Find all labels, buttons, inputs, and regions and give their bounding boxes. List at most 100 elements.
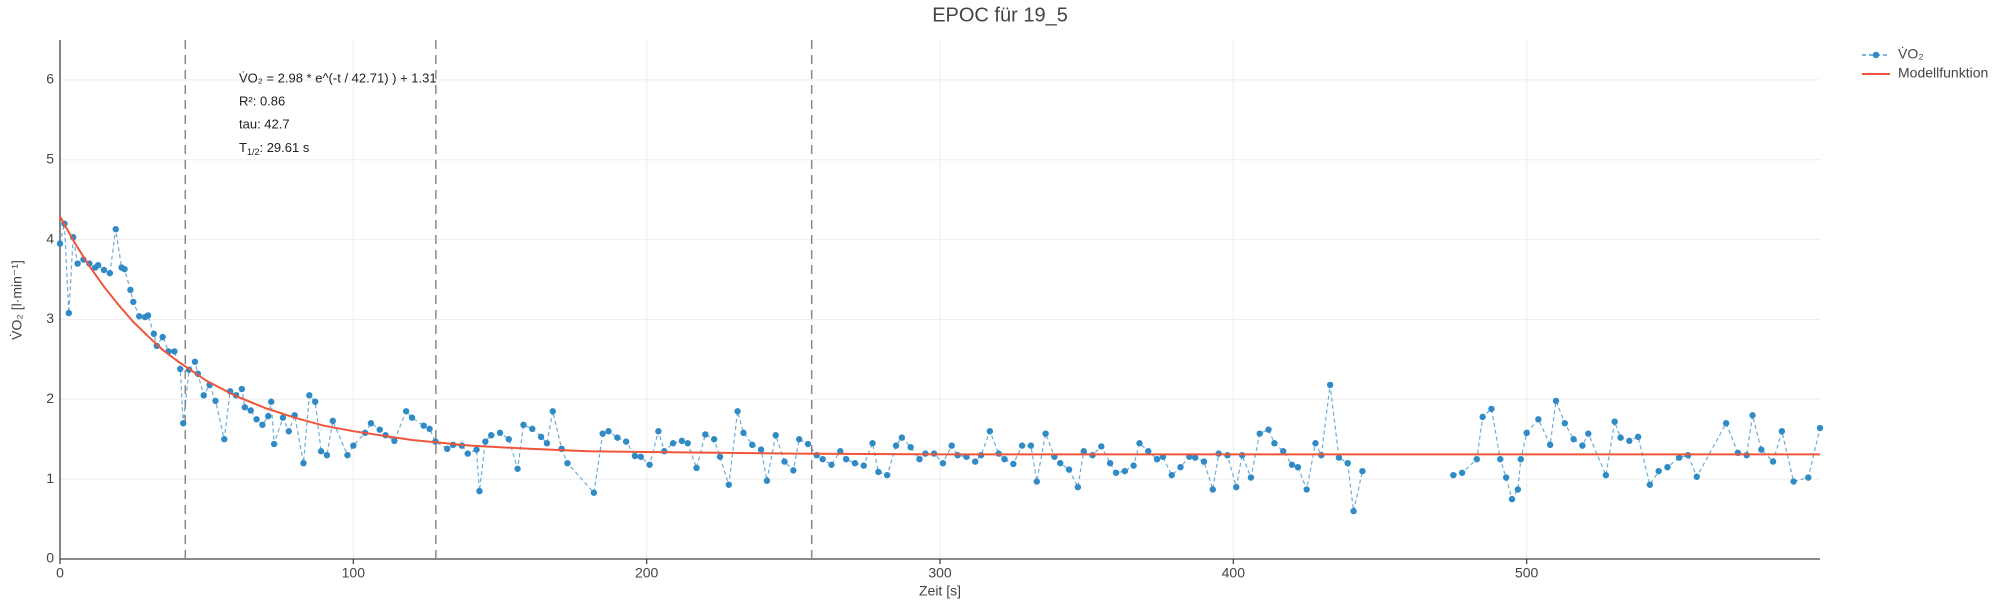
data-point [907, 444, 914, 451]
legend-label: V̇O₂ [1898, 46, 1924, 62]
data-point [323, 452, 331, 459]
data-point [537, 433, 545, 441]
data-point [1626, 437, 1633, 445]
data-point [1617, 434, 1624, 441]
data-point [496, 429, 504, 437]
data-point [710, 436, 718, 443]
y-tick-label: 4 [46, 230, 54, 246]
data-point [1335, 454, 1343, 461]
data-point [391, 437, 398, 445]
data-point [1233, 483, 1240, 491]
data-point [505, 436, 512, 443]
y-tick-label: 5 [46, 150, 54, 166]
data-point [74, 260, 81, 267]
data-point [1074, 483, 1082, 491]
data-point [543, 440, 551, 447]
data-point [898, 434, 906, 441]
data-point [590, 489, 598, 496]
data-point [1344, 459, 1351, 467]
data-point [614, 434, 621, 441]
data-point [121, 265, 128, 273]
legend-label: Modellfunktion [1898, 65, 1988, 81]
data-point [1010, 460, 1017, 468]
annotation: R²: 0.86 [239, 93, 285, 108]
data-point [1816, 424, 1824, 432]
data-point [631, 452, 639, 460]
data-point [65, 309, 73, 317]
data-point [1112, 469, 1120, 476]
data-point [1602, 471, 1610, 479]
data-line [59, 223, 1363, 512]
data-point [1497, 455, 1504, 463]
data-point [622, 438, 630, 445]
x-axis-label: Zeit [s] [919, 583, 961, 599]
data-point [1722, 420, 1730, 427]
data-point [259, 421, 266, 429]
data-point [94, 261, 102, 269]
data-point [444, 445, 451, 453]
data-point [939, 459, 947, 467]
data-point [740, 429, 747, 437]
data-point [1265, 426, 1272, 433]
data-point [150, 330, 158, 338]
data-point [1546, 441, 1554, 449]
data-point [112, 226, 119, 233]
data-point [1676, 454, 1683, 461]
data-point [972, 458, 979, 465]
data-point [367, 420, 375, 427]
x-tick-label: 0 [56, 565, 64, 581]
data-point [1001, 455, 1008, 463]
data-point [1778, 428, 1786, 435]
data-point [1514, 486, 1522, 493]
data-point [420, 422, 427, 429]
data-point [1508, 495, 1516, 503]
annotation-text: : 29.61 s [259, 140, 309, 155]
data-point [1080, 448, 1087, 455]
data-point [1288, 461, 1296, 468]
data-point [716, 453, 724, 460]
data-point [171, 348, 178, 355]
data-point [253, 416, 260, 423]
data-point [473, 446, 480, 453]
data-point [344, 452, 351, 459]
x-tick-label: 300 [928, 565, 952, 581]
data-point [402, 408, 410, 415]
data-point [564, 459, 571, 467]
data-point [241, 404, 248, 411]
data-point [1655, 467, 1662, 475]
data-point [247, 407, 254, 414]
data-point [1042, 430, 1049, 437]
data-point [1312, 440, 1319, 447]
data-point [605, 428, 612, 435]
y-tick-label: 3 [46, 310, 54, 326]
data-point [350, 442, 357, 449]
x-tick-label: 100 [342, 565, 366, 581]
data-point [1303, 486, 1310, 493]
data-point [159, 333, 166, 341]
data-point [763, 477, 771, 484]
data-point [734, 408, 741, 415]
data-point [1523, 429, 1530, 437]
data-point [1121, 467, 1129, 475]
data-point [200, 392, 207, 399]
data-point [1209, 486, 1217, 493]
data-point [1769, 458, 1777, 465]
data-point [1136, 440, 1143, 447]
data-point [221, 436, 228, 443]
data-point [599, 430, 606, 437]
data-point [1502, 474, 1510, 481]
data-point [749, 441, 756, 449]
data-point [772, 432, 779, 439]
data-point [1200, 458, 1208, 465]
data-point [1579, 442, 1586, 449]
data-point [285, 428, 292, 435]
data-point [476, 487, 483, 495]
data-point [464, 450, 471, 457]
data-point [549, 408, 556, 415]
data-point [884, 471, 891, 479]
data-point [180, 420, 187, 427]
data-point [1326, 381, 1334, 389]
data-point [279, 414, 287, 421]
data-point [1585, 430, 1592, 437]
